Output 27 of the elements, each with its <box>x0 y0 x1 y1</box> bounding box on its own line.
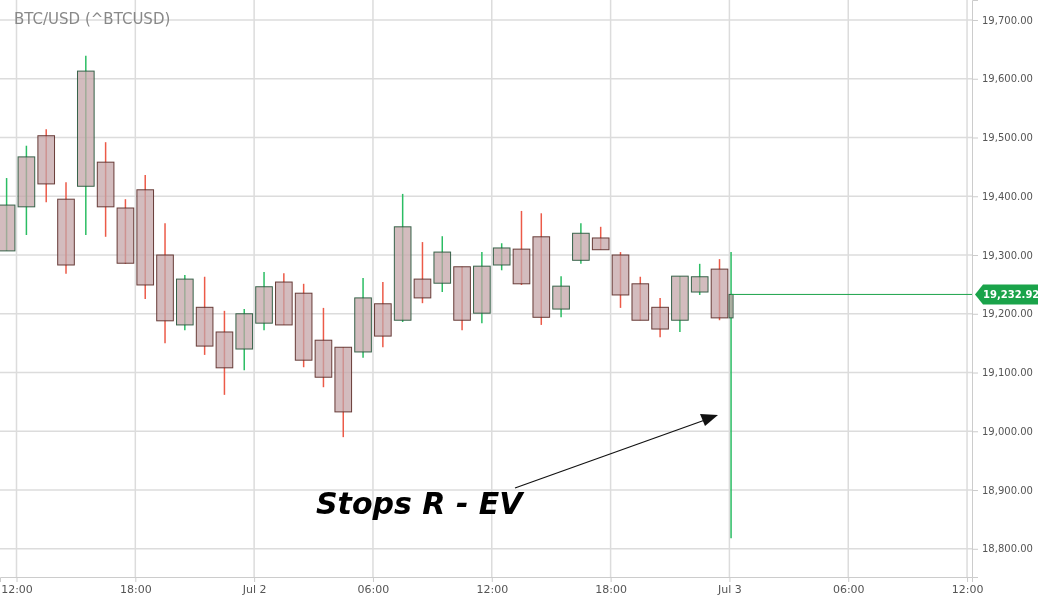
x-tick-label: 18:00 <box>595 582 627 596</box>
y-tick-label: 19,700.00 <box>982 14 1033 26</box>
y-tick-label: 19,300.00 <box>982 249 1033 261</box>
y-tick-label: 19,200.00 <box>982 308 1033 320</box>
x-tick-label: 06:00 <box>832 582 865 596</box>
x-tick-label: 06:00 <box>357 582 390 596</box>
y-tick-label: 19,100.00 <box>982 367 1033 379</box>
x-tick-label: Jul 3 <box>717 582 742 596</box>
x-tick-label: Jul 2 <box>241 582 267 596</box>
ref-line-label: 19,232.92 <box>983 289 1038 301</box>
y-tick-label: 18,800.00 <box>982 543 1033 555</box>
annotation: Stops R - EV <box>316 486 526 521</box>
y-tick-label: 19,600.00 <box>982 73 1033 85</box>
y-tick-label: 19,400.00 <box>982 190 1033 202</box>
candlestick <box>552 275 570 319</box>
x-tick-label: 12:00 <box>951 582 984 596</box>
x-tick-label: 12:00 <box>1 582 33 596</box>
candlestick <box>492 242 511 272</box>
x-tick-label: 18:00 <box>119 582 152 596</box>
y-tick-label: 19,000.00 <box>982 425 1033 437</box>
candlestick <box>591 226 610 251</box>
candlestick <box>651 297 669 339</box>
candlestick <box>690 263 709 296</box>
text: BTC/USD (^BTCUSD) <box>14 10 171 28</box>
y-tick-label: 19,500.00 <box>982 132 1033 144</box>
x-tick-label: 12:00 <box>476 582 509 596</box>
y-tick-label: 18,900.00 <box>982 484 1033 496</box>
